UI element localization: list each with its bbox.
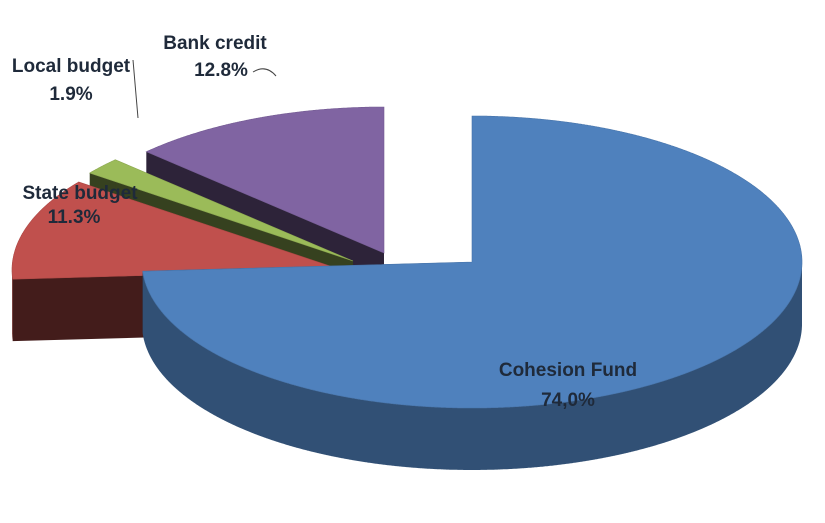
slice-label-local-budget: Local budget <box>12 56 131 77</box>
slice-label-state-budget: State budget <box>22 183 138 204</box>
slice-value-bank-credit: 12.8% <box>194 60 248 81</box>
slice-label-bank-credit: Bank credit <box>163 33 267 54</box>
slice-cohesion-fund <box>142 115 803 470</box>
slice-side-state-budget <box>12 270 13 342</box>
leader-line-bank-credit <box>252 68 277 77</box>
slice-label-cohesion-fund: Cohesion Fund <box>499 360 637 381</box>
slice-top-bank-credit <box>145 106 385 254</box>
slice-value-local-budget: 1.9% <box>49 84 92 105</box>
slice-top-local-budget <box>88 159 354 262</box>
slice-top-cohesion-fund <box>142 115 803 409</box>
leader-line-local-budget <box>132 59 139 119</box>
slice-top-state-budget <box>11 181 343 280</box>
slice-value-state-budget: 11.3% <box>48 207 101 228</box>
slice-value-cohesion-fund: 74,0% <box>541 390 595 411</box>
slice-side-cohesion-fund <box>142 262 802 470</box>
